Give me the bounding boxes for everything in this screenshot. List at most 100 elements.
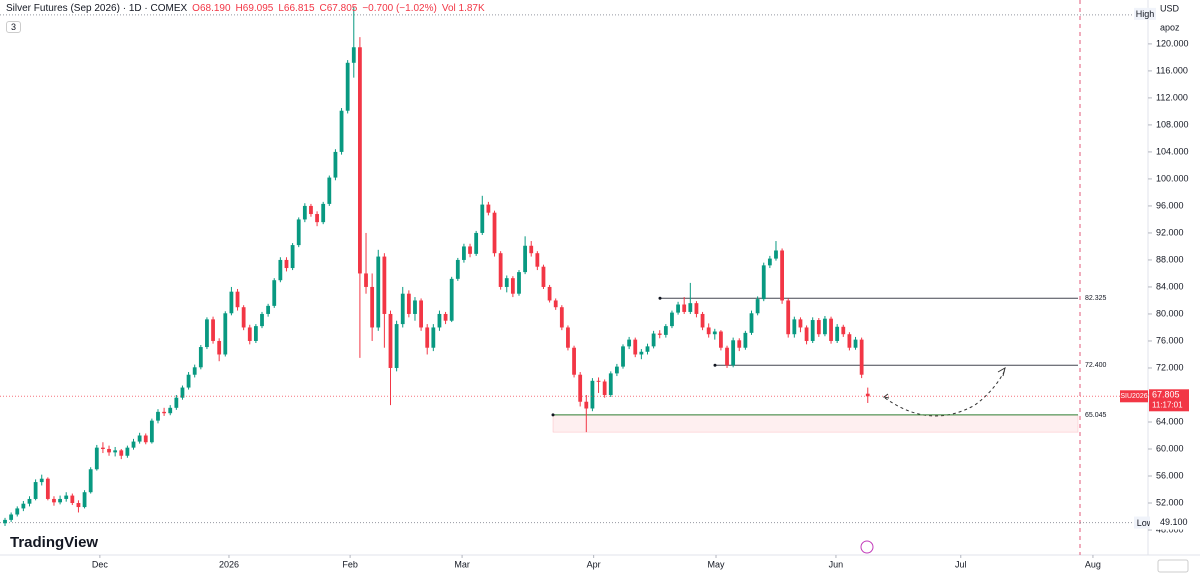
- x-tick-label: Mar: [454, 559, 470, 569]
- candle-body: [327, 177, 332, 204]
- candle-body: [364, 273, 368, 287]
- candle-body: [780, 250, 784, 301]
- y-tick-label: 84.000: [1156, 281, 1184, 291]
- y-tick-label: 64.000: [1156, 416, 1184, 426]
- candle-body: [15, 508, 20, 515]
- candle-body: [76, 503, 81, 508]
- candle-body: [333, 151, 338, 178]
- candle-body: [27, 498, 32, 504]
- indicator-toggle[interactable]: 3: [6, 21, 22, 33]
- candle-body: [584, 401, 589, 409]
- candle-body: [835, 326, 840, 341]
- brand-logo[interactable]: TradingView: [10, 534, 99, 551]
- ohlc-close: C67.805: [319, 3, 358, 14]
- candle-body: [474, 232, 479, 254]
- candle-body: [425, 327, 430, 348]
- price-tag-countdown: 11:17:01: [1152, 400, 1183, 409]
- candle-body: [468, 246, 472, 254]
- candle-body: [596, 380, 601, 382]
- x-tick-label: Feb: [342, 559, 358, 569]
- candle-body: [608, 373, 613, 395]
- candle-body: [694, 303, 699, 314]
- candle-body: [186, 374, 191, 388]
- candle-body: [278, 259, 283, 281]
- candle-body: [645, 346, 650, 352]
- candle-body: [449, 278, 454, 321]
- candle-body: [657, 333, 662, 335]
- candle-body: [290, 245, 295, 269]
- candle-body: [205, 319, 209, 348]
- x-tick-label: Aug: [1085, 559, 1101, 569]
- y-tick-label: 120.000: [1156, 38, 1189, 48]
- candle-body: [663, 326, 668, 335]
- symbol-title[interactable]: Silver Futures (Sep 2026) · 1D · COMEX: [6, 3, 188, 14]
- price-tag-value: 67.805: [1152, 390, 1180, 400]
- candle-body: [841, 326, 846, 335]
- candle-body: [816, 320, 821, 335]
- candle-body: [755, 299, 760, 314]
- candle-body: [370, 286, 375, 328]
- y-tick-label: 116.000: [1156, 65, 1188, 75]
- candle-body: [321, 203, 326, 223]
- y-tick-label: 72.000: [1156, 362, 1184, 372]
- candle-body: [58, 498, 62, 503]
- candle-body: [792, 319, 797, 335]
- candle-body: [859, 339, 864, 375]
- candle-body: [64, 495, 69, 499]
- candle-body: [156, 411, 160, 421]
- candle-body: [101, 447, 105, 449]
- candle-body: [743, 332, 748, 348]
- candle-body: [627, 339, 632, 347]
- candle-body: [9, 514, 14, 520]
- y-tick-label: 56.000: [1156, 470, 1184, 480]
- candle-body: [547, 286, 552, 301]
- candle-body: [670, 312, 674, 327]
- candle-body: [315, 214, 319, 223]
- support-zone: [552, 414, 1079, 433]
- settings-button[interactable]: [1157, 559, 1189, 573]
- candle-body: [590, 380, 595, 409]
- candle-body: [241, 307, 246, 328]
- y-tick-label: 88.000: [1156, 254, 1184, 264]
- candle-body: [719, 331, 723, 348]
- candle-body: [39, 478, 44, 483]
- candle-body: [498, 253, 503, 287]
- candle-body: [865, 393, 870, 397]
- level-label: 82.325: [1085, 295, 1107, 302]
- candle-body: [431, 327, 436, 348]
- candle-body: [761, 265, 766, 300]
- candle-body: [125, 447, 130, 456]
- x-tick-label: Dec: [92, 559, 109, 569]
- candle-body: [21, 503, 26, 509]
- level-anchor: [658, 296, 662, 300]
- candle-body: [688, 303, 693, 312]
- candle-body: [119, 450, 124, 456]
- candle-body: [737, 340, 742, 348]
- candle-body: [774, 250, 778, 259]
- y-tick-label: 92.000: [1156, 227, 1184, 237]
- candle-body: [517, 272, 521, 294]
- candle-body: [413, 300, 417, 314]
- candle-body: [572, 347, 576, 375]
- x-tick-label: 2026: [219, 559, 239, 569]
- volume: Vol 1.87K: [441, 3, 485, 14]
- candle-body: [419, 300, 423, 328]
- currency[interactable]: USD: [1160, 3, 1180, 13]
- candle-body: [829, 318, 833, 341]
- candle-body: [376, 256, 381, 328]
- unit[interactable]: apoz: [1160, 22, 1180, 32]
- candle-body: [559, 307, 564, 328]
- range-low-label: Low: [1137, 518, 1154, 528]
- candle-body: [706, 327, 711, 335]
- header: Silver Futures (Sep 2026) · 1D · COMEX O…: [6, 3, 485, 14]
- candle-body: [309, 205, 313, 215]
- candle-body: [284, 259, 289, 269]
- candle-body: [767, 258, 772, 266]
- candle-body: [351, 47, 356, 63]
- candle-body: [749, 313, 754, 333]
- symbol-tag: [1120, 390, 1148, 403]
- event-icon[interactable]: [860, 540, 874, 554]
- candle-body: [253, 326, 258, 341]
- candle-body: [217, 340, 222, 355]
- candle-body: [33, 482, 38, 499]
